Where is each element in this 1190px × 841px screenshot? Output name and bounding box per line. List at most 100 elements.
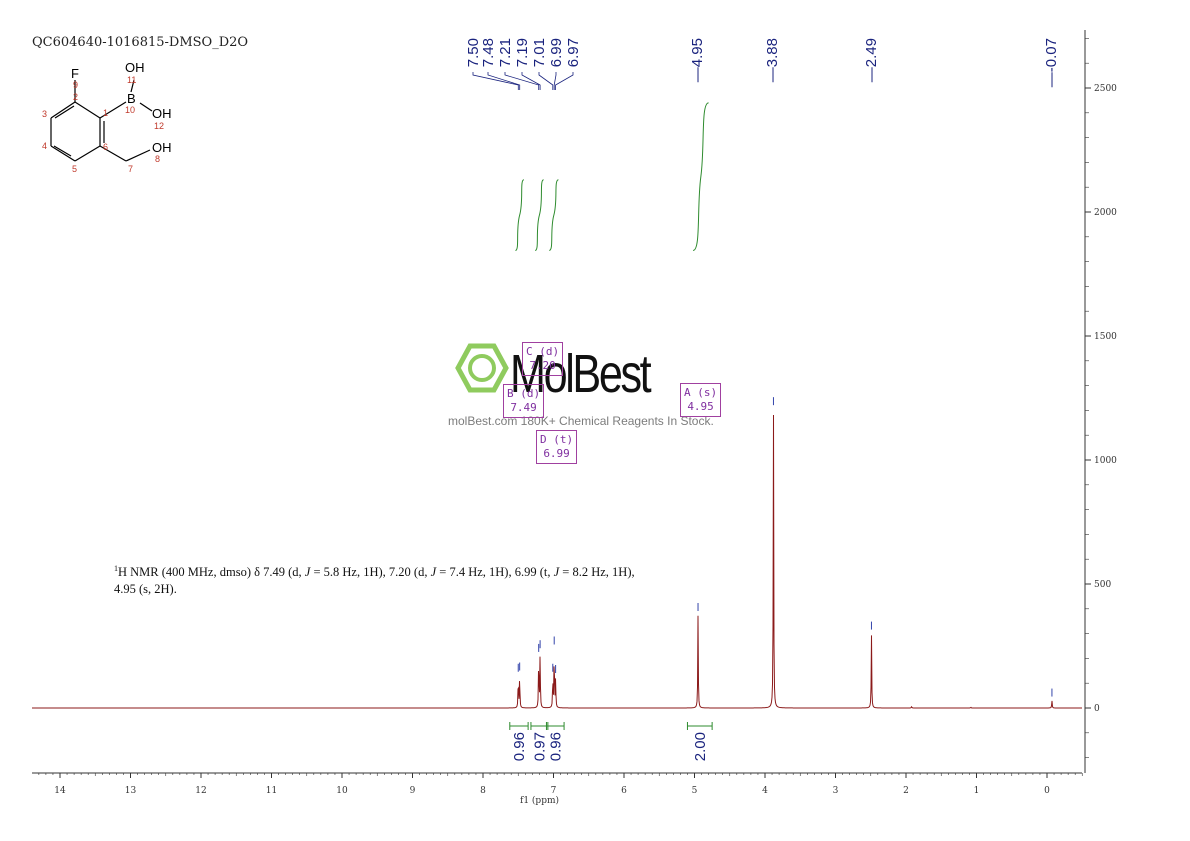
x-tick-label: 9 — [410, 786, 416, 796]
desc-part: H NMR (400 MHz, dmso) δ 7.49 (d, — [118, 565, 305, 580]
molbest-logo — [455, 343, 509, 393]
x-tick-label: 7 — [551, 786, 557, 796]
x-tick-label: 14 — [54, 786, 66, 796]
y-tick-label: 500 — [1094, 580, 1111, 590]
desc-coupling-symbol: J — [430, 565, 437, 580]
mol-atom-number: 5 — [72, 164, 77, 174]
x-tick-label: 10 — [336, 786, 348, 796]
multiplet-box-d: D (t) 6.99 — [536, 430, 578, 464]
multiplet-shift: 6.99 — [543, 447, 570, 460]
peak-label-leader — [487, 72, 521, 90]
nmr-description: 1H NMR (400 MHz, dmso) δ 7.49 (d, J = 5.… — [114, 560, 635, 598]
y-tick-label: 2500 — [1094, 84, 1117, 94]
multiplet-label: D (t) — [540, 433, 574, 446]
y-tick-label: 1500 — [1094, 332, 1117, 342]
watermark-tagline: molBest.com 180K+ Chemical Reagents In S… — [448, 414, 714, 428]
integral-value: 0.96 — [547, 732, 564, 761]
desc-part: = 8.2 Hz, 1H), — [559, 565, 635, 580]
peak-label: —2.49 — [863, 38, 880, 82]
peak-label-leader — [504, 72, 540, 90]
integral-value: 2.00 — [692, 732, 709, 761]
peak-labels: 7.507.48 7.21 7.19 7.01 6.99 6.97 —4.95 —3.88 —2… — [465, 38, 1060, 697]
mol-atom-number: 1 — [103, 108, 108, 118]
x-tick-label: 13 — [125, 786, 137, 796]
integral-curves — [514, 102, 709, 251]
multiplet-label: C (d) — [526, 345, 560, 358]
mol-atom-number: 7 — [128, 164, 133, 174]
x-tick-label: 4 — [762, 786, 768, 796]
x-tick-label: 1 — [974, 786, 980, 796]
integral-value: 0.96 — [511, 732, 528, 761]
y-tick-label: 1000 — [1094, 456, 1117, 466]
x-tick-label: 12 — [195, 786, 206, 796]
x-tick-label: 3 — [833, 786, 839, 796]
spectrum-line — [32, 415, 1082, 709]
nmr-description-line2: 4.95 (s, 2H). — [114, 582, 177, 597]
multiplet-label: A (s) — [684, 386, 718, 399]
peak-label: 6.97 — [565, 38, 582, 67]
benzene-logo-icon — [455, 343, 509, 393]
peak-label: 7.19 — [514, 38, 531, 67]
mol-atom-number: 12 — [154, 121, 164, 131]
peak-label: —-0.07 — [1043, 38, 1060, 87]
integral-curve — [548, 179, 559, 251]
mol-atom: OH — [125, 60, 145, 75]
peak-label: 7.01 — [531, 38, 548, 67]
desc-coupling-symbol: J — [553, 565, 560, 580]
multiplet-box-c: C (d) 7.20 — [522, 342, 564, 376]
molecule-structure: F 9 2 OH 11 B 10 OH 12 1 3 4 6 OH 8 5 7 — [42, 60, 172, 174]
spectrum-trace — [32, 415, 1082, 709]
mol-atom: OH — [152, 140, 172, 155]
peak-label: 7.50 — [465, 38, 482, 67]
multiplet-shift: 7.20 — [529, 359, 556, 372]
mol-atom: F — [71, 66, 79, 81]
mol-atom-number: 4 — [42, 141, 47, 151]
mol-atom: B — [127, 91, 136, 106]
peak-label: 7.48 — [480, 38, 497, 67]
mol-atom-number: 6 — [103, 142, 108, 152]
multiplet-shift: 4.95 — [687, 400, 714, 413]
integral-curve — [534, 179, 545, 251]
x-tick-label: 6 — [621, 786, 627, 796]
mol-atom-number: 8 — [155, 154, 160, 164]
nmr-description-line1: 1H NMR (400 MHz, dmso) δ 7.49 (d, J = 5.… — [114, 560, 635, 581]
peak-label-leader — [553, 72, 557, 90]
multiplet-label: B (d) — [507, 387, 541, 400]
integral-curve — [514, 179, 525, 251]
x-axis-label: f1 (ppm) — [520, 796, 559, 806]
peak-label-leader — [521, 72, 541, 90]
mol-atom-number: 9 — [73, 80, 78, 90]
y-tick-label: 0 — [1094, 704, 1100, 714]
peak-label-leader — [538, 72, 554, 90]
peak-label-leader — [472, 72, 519, 90]
multiplet-box-b: B (d) 7.49 — [503, 384, 545, 418]
x-tick-label: 2 — [903, 786, 909, 796]
x-tick-label: 8 — [480, 786, 486, 796]
peak-label: 7.21 — [497, 38, 514, 67]
x-tick-label: 11 — [266, 786, 277, 796]
multiplet-shift: 7.49 — [510, 401, 537, 414]
integral-value: 0.97 — [531, 732, 548, 761]
peak-label-leader — [555, 72, 574, 90]
mol-atom-number: 10 — [125, 105, 135, 115]
x-tick-label: 0 — [1044, 786, 1050, 796]
peak-label: 6.99 — [548, 38, 565, 67]
nucleus-superscript: 1 — [114, 564, 118, 573]
multiplet-box-a: A (s) 4.95 — [680, 383, 722, 417]
peak-label: —4.95 — [689, 38, 706, 82]
desc-coupling-symbol: J — [304, 565, 311, 580]
mol-atom-number: 2 — [73, 92, 78, 102]
x-tick-label: 5 — [692, 786, 698, 796]
mol-atom: OH — [152, 106, 172, 121]
desc-part: = 7.4 Hz, 1H), 6.99 (t, — [436, 565, 554, 580]
integral-curve — [692, 102, 709, 251]
watermark-brand: MolBest — [510, 344, 652, 404]
mol-atom-number: 11 — [127, 75, 136, 85]
desc-part: = 5.8 Hz, 1H), 7.20 (d, — [310, 565, 431, 580]
integral-bars: 0.96 0.970.96 2.00 — [509, 722, 713, 761]
sample-id: QC604640-1016815-DMSO_D2O — [32, 35, 249, 50]
y-tick-label: 2000 — [1094, 208, 1117, 218]
mol-atom-number: 3 — [42, 109, 47, 119]
